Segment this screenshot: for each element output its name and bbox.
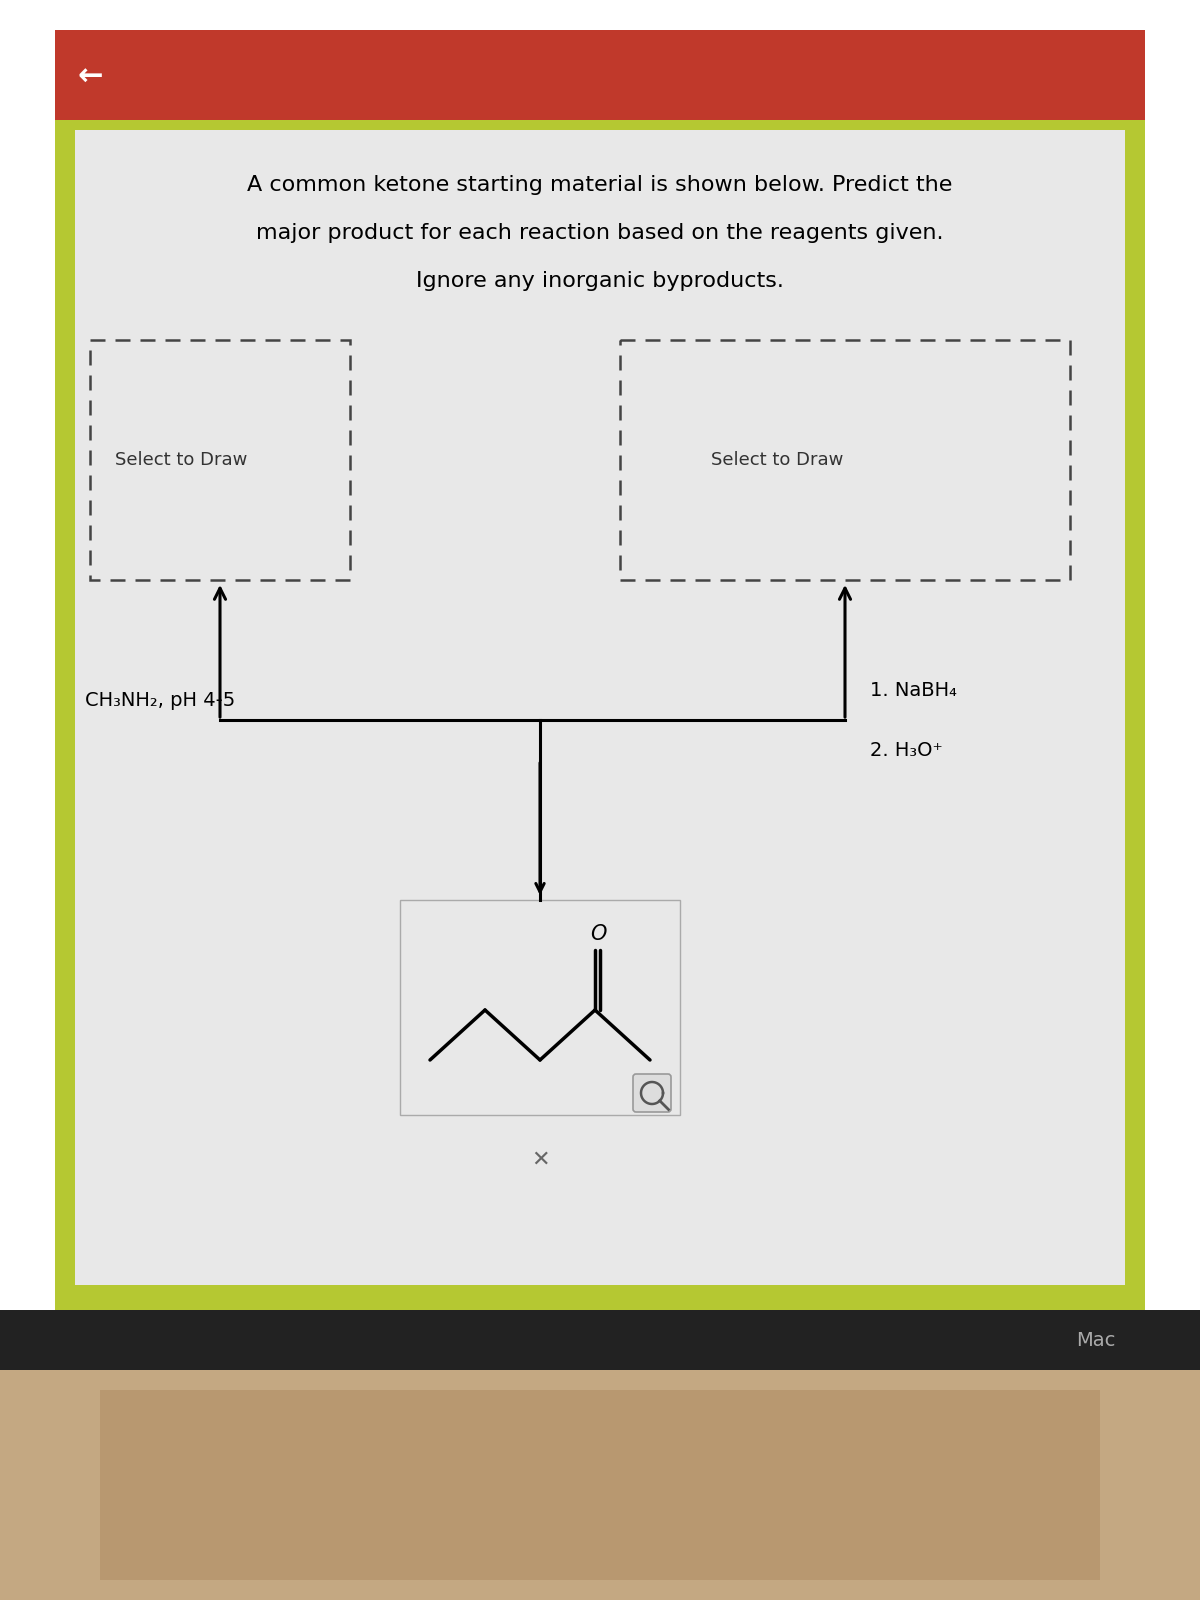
Polygon shape bbox=[55, 30, 1145, 1310]
Text: 2. H₃O⁺: 2. H₃O⁺ bbox=[870, 741, 943, 760]
FancyBboxPatch shape bbox=[634, 1074, 671, 1112]
Text: ✕: ✕ bbox=[530, 1150, 550, 1170]
Text: Select to Draw: Select to Draw bbox=[712, 451, 844, 469]
FancyBboxPatch shape bbox=[620, 341, 1070, 579]
Text: A common ketone starting material is shown below. Predict the: A common ketone starting material is sho… bbox=[247, 174, 953, 195]
Text: 1. NaBH₄: 1. NaBH₄ bbox=[870, 680, 956, 699]
Polygon shape bbox=[55, 30, 1145, 120]
FancyBboxPatch shape bbox=[90, 341, 350, 579]
Polygon shape bbox=[100, 1390, 1100, 1581]
Text: major product for each reaction based on the reagents given.: major product for each reaction based on… bbox=[257, 222, 943, 243]
Polygon shape bbox=[74, 130, 1126, 1285]
Polygon shape bbox=[0, 1310, 1200, 1600]
FancyBboxPatch shape bbox=[400, 899, 680, 1115]
Text: O: O bbox=[590, 925, 606, 944]
Polygon shape bbox=[0, 1310, 1200, 1370]
Text: Ignore any inorganic byproducts.: Ignore any inorganic byproducts. bbox=[416, 270, 784, 291]
Text: Mac: Mac bbox=[1075, 1331, 1115, 1349]
Text: CH₃NH₂, pH 4-5: CH₃NH₂, pH 4-5 bbox=[85, 691, 235, 709]
Text: ←: ← bbox=[77, 62, 103, 91]
Text: Select to Draw: Select to Draw bbox=[115, 451, 247, 469]
